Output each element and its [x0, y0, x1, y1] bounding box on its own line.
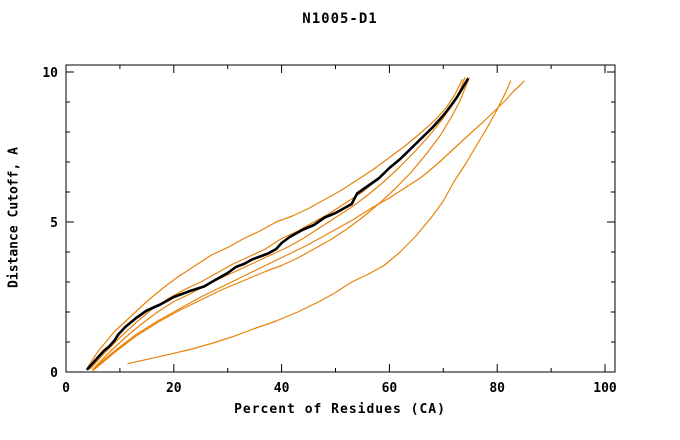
plot-frame	[65, 64, 616, 373]
series-orange-2-curve	[89, 77, 466, 370]
series-orange-5-curve	[92, 80, 525, 370]
x-axis-label: Percent of Residues (CA)	[234, 402, 446, 417]
y-tick-label: 10	[42, 66, 58, 81]
x-tick-label: 80	[489, 381, 505, 396]
series-orange-6-low-curve	[127, 80, 512, 365]
x-tick-label: 40	[274, 381, 290, 396]
series-orange-4-curve	[92, 77, 470, 372]
series-orange-1-curve	[87, 78, 463, 369]
y-axis-label: Distance Cutoff, A	[6, 147, 22, 288]
x-tick-label: 0	[62, 381, 70, 396]
chart-title: N1005-D1	[302, 11, 378, 27]
x-tick-label: 20	[166, 381, 182, 396]
x-tick-label: 60	[382, 381, 398, 396]
series-orange-3-curve	[92, 77, 469, 370]
y-tick-label: 5	[50, 216, 58, 231]
y-tick-label: 0	[50, 366, 58, 381]
series-black-main-curve	[86, 78, 469, 371]
x-tick-label: 100	[593, 381, 617, 396]
